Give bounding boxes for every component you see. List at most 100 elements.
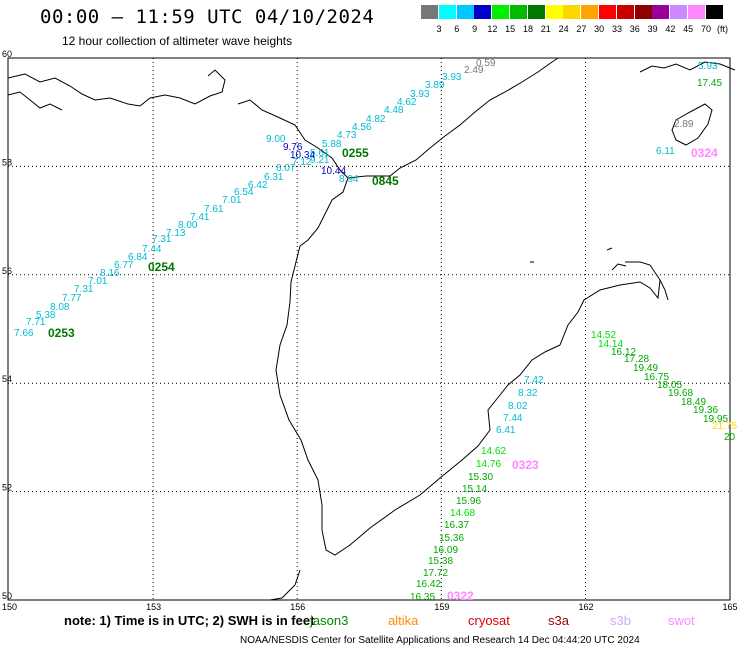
pass-time-label: 0322	[447, 589, 474, 603]
wave-height-value: 7.01	[88, 276, 108, 287]
lon-tick-label: 156	[290, 602, 305, 612]
wave-height-value: 19.36	[693, 405, 718, 416]
legend-swatch	[438, 5, 456, 19]
wave-height-value: 5.38	[36, 310, 56, 321]
wave-height-value: 4.48	[384, 105, 404, 116]
wave-height-value: 14.52	[591, 330, 616, 341]
pass-time-label: 0254	[148, 260, 175, 274]
legend-label: 45	[683, 24, 694, 34]
legend-label: 9	[472, 24, 478, 34]
legend-label: 6	[454, 24, 460, 34]
wave-height-value: 3.93	[442, 72, 462, 83]
legend-label: 12	[487, 24, 498, 34]
wave-height-value: 8.00	[178, 220, 198, 231]
satellite-name: cryosat	[468, 613, 510, 628]
satellite-name: s3a	[548, 613, 569, 628]
legend-swatch	[705, 5, 723, 19]
pass-time-label: 0323	[512, 458, 539, 472]
wave-height-value: 18.49	[681, 397, 706, 408]
legend-swatch	[474, 5, 492, 19]
wave-height-value: 17.72	[423, 568, 448, 579]
wave-height-value: 14.76	[476, 459, 501, 470]
legend-label: 70	[700, 24, 711, 34]
wave-height-value: 6.11	[656, 146, 675, 157]
pass-time-label: 0253	[48, 326, 75, 340]
wave-height-value: 10.34	[290, 150, 315, 161]
lon-tick-label: 165	[723, 602, 738, 612]
wave-height-value: 16.35	[410, 592, 435, 603]
wave-height-value: 7.01	[222, 195, 242, 206]
wave-height-value: 10.44	[321, 166, 346, 177]
wave-height-value: 4.73	[337, 130, 357, 141]
pass-time-label: 0255	[342, 146, 369, 160]
legend-label: 30	[594, 24, 605, 34]
note-text: note: 1) Time is in UTC; 2) SWH is in fe…	[64, 613, 315, 628]
wave-height-value: 15.14	[462, 484, 487, 495]
legend-label: 21	[540, 24, 551, 34]
wave-height-value: 19.49	[633, 363, 658, 374]
wave-height-value: 15.36	[439, 533, 464, 544]
legend-label: 27	[576, 24, 587, 34]
wave-height-value: 8.94	[339, 174, 359, 185]
wave-height-value: 6.07	[276, 163, 296, 174]
map-title: 00:00 – 11:59 UTC 04/10/2024	[40, 6, 375, 28]
wave-height-value: 8.08	[50, 302, 70, 313]
wave-height-value: 19.95	[703, 414, 728, 425]
lon-tick-label: 162	[578, 602, 593, 612]
wave-height-value: 4.56	[352, 122, 372, 133]
legend-label: 15	[505, 24, 516, 34]
wave-height-value: 7.31	[74, 284, 94, 295]
wave-height-value: 6.54	[234, 187, 254, 198]
wave-height-value: 2.89	[674, 119, 694, 130]
coastline	[7, 57, 736, 601]
wave-height-value: 5.61	[310, 148, 330, 159]
wave-height-value: 9.21	[310, 155, 330, 166]
wave-height-value: 7.13	[166, 228, 186, 239]
wave-height-value: 17.28	[624, 354, 649, 365]
wave-height-labels: 7.667.715.388.087.777.317.018.166.776.84…	[14, 58, 737, 603]
wave-height-value: 3.89	[425, 80, 445, 91]
legend-swatch	[545, 5, 563, 19]
map-subtitle: 12 hour collection of altimeter wave hei…	[62, 34, 293, 48]
wave-height-value: 6.41	[496, 425, 516, 436]
legend-swatch	[421, 5, 438, 19]
satellite-name: altika	[388, 613, 419, 628]
wave-height-value: 16.37	[444, 520, 469, 531]
pass-time-label: 0845	[372, 174, 399, 188]
wave-height-value: 3.93	[410, 89, 430, 100]
lon-tick-label: 153	[146, 602, 161, 612]
wave-height-value: 6.77	[114, 260, 134, 271]
legend-swatch	[616, 5, 634, 19]
wave-height-value: 15.30	[468, 472, 493, 483]
legend-swatch	[456, 5, 474, 19]
wave-height-value: 17.45	[697, 78, 722, 89]
wave-height-value: 9.00	[266, 134, 286, 145]
wave-height-value: 7.42	[524, 375, 544, 386]
lat-tick-label: 58	[2, 157, 12, 167]
wave-height-value: 14.68	[450, 508, 475, 519]
wave-height-value: 14.62	[481, 446, 506, 457]
legend-swatch	[510, 5, 527, 19]
legend-label: 36	[629, 24, 640, 34]
wave-height-value: 15.96	[456, 496, 481, 507]
legend-label: 3	[436, 24, 442, 34]
wave-height-value: 20	[724, 432, 736, 443]
lat-tick-label: 50	[2, 591, 12, 601]
wave-height-value: 21.75	[712, 421, 737, 432]
lat-tick-label: 60	[2, 49, 12, 59]
legend-swatch	[581, 5, 599, 19]
wave-height-value: 2.49	[464, 65, 484, 76]
legend-swatch	[563, 5, 581, 19]
legend-label: 39	[647, 24, 658, 34]
wave-height-value: 16.12	[611, 347, 636, 358]
map-frame	[7, 57, 731, 601]
lon-tick-label: 150	[2, 602, 17, 612]
wave-height-value: 7.41	[190, 212, 210, 223]
wave-height-value: 8.02	[508, 401, 528, 412]
wave-height-value: 9.76	[283, 142, 303, 153]
wave-height-value: 15.38	[428, 556, 453, 567]
lat-tick-label: 54	[2, 374, 12, 384]
